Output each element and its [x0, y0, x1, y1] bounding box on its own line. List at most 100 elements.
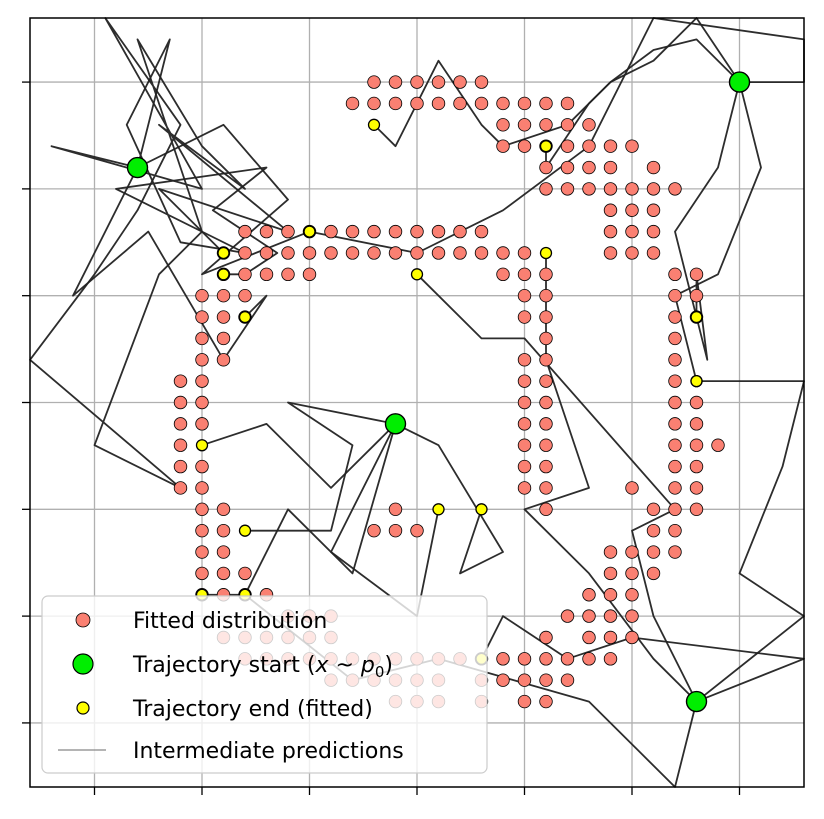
fitted-point [302, 246, 317, 260]
legend-box [41, 595, 488, 774]
fitted-point [517, 246, 532, 260]
trajectory-path [330, 423, 440, 617]
fitted-point [517, 374, 532, 388]
fitted-point [496, 139, 510, 153]
fitted-point [603, 566, 618, 581]
fitted-point [646, 203, 661, 217]
fitted-point [582, 588, 596, 602]
fitted-point [689, 438, 704, 452]
trajectory-end-point [690, 374, 703, 388]
trajectory-end-point [539, 246, 553, 260]
fitted-point [539, 652, 553, 666]
fitted-point [560, 609, 575, 623]
fitted-point [582, 609, 596, 623]
fitted-point [453, 246, 467, 260]
fitted-point [582, 139, 596, 153]
fitted-point [625, 246, 639, 260]
fitted-point [539, 374, 553, 388]
trajectory-path [480, 615, 805, 703]
fitted-point [195, 288, 209, 303]
fitted-point [195, 566, 209, 581]
fitted-point [582, 182, 596, 196]
fitted-point [668, 459, 682, 474]
fitted-point [668, 310, 682, 324]
fitted-point [517, 310, 532, 324]
fitted-point [367, 96, 381, 111]
legend-fitted-marker [75, 612, 91, 628]
fitted-point [625, 139, 639, 153]
fitted-point [517, 438, 532, 452]
fitted-point [367, 246, 381, 260]
fitted-point [195, 353, 209, 367]
fitted-point [603, 224, 618, 239]
fitted-point [560, 652, 575, 666]
legend: Fitted distribution Trajectory start (x … [41, 595, 488, 774]
fitted-point [388, 96, 403, 111]
fitted-point [388, 75, 403, 89]
fitted-point [173, 481, 188, 495]
fitted-point [474, 224, 489, 239]
fitted-point [582, 118, 596, 132]
fitted-point [517, 96, 532, 111]
fitted-point [259, 267, 274, 282]
fitted-point [560, 118, 575, 132]
fitted-point [646, 160, 661, 175]
fitted-point [517, 353, 532, 367]
fitted-point [539, 459, 553, 474]
legend-end-label: Trajectory end (fitted) [132, 697, 373, 722]
fitted-point [281, 224, 295, 239]
fitted-point [238, 267, 252, 282]
fitted-point [646, 502, 661, 517]
fitted-point [453, 75, 467, 89]
trajectory-starts [126, 71, 751, 713]
fitted-point [517, 139, 532, 153]
fitted-point [410, 75, 424, 89]
fitted-point [517, 267, 532, 282]
fitted-point [603, 630, 618, 645]
fitted-point [238, 246, 252, 260]
fitted-point [173, 374, 188, 388]
fitted-point [517, 288, 532, 303]
fitted-point [603, 139, 618, 153]
fitted-point [173, 417, 188, 431]
fitted-point [646, 246, 661, 260]
fitted-point [410, 246, 424, 260]
fitted-point [302, 267, 317, 282]
fitted-point [195, 417, 209, 431]
trajectory-end-point [410, 268, 424, 281]
fitted-point [410, 96, 424, 111]
fitted-point [560, 96, 575, 111]
fitted-point [388, 523, 403, 538]
fitted-point [625, 224, 639, 239]
fitted-point [689, 395, 704, 410]
fitted-point [646, 523, 661, 538]
fitted-point [668, 395, 682, 410]
fitted-point [496, 267, 510, 282]
fitted-point [625, 481, 639, 495]
fitted-point [216, 502, 231, 517]
fitted-point [668, 438, 682, 452]
fitted-point [668, 267, 682, 282]
fitted-point [195, 523, 209, 538]
fitted-point [539, 353, 553, 367]
fitted-point [517, 694, 532, 709]
trajectory-start-point [728, 71, 751, 93]
fitted-point [668, 374, 682, 388]
trajectory-path [72, 167, 268, 361]
fitted-point [195, 331, 209, 346]
fitted-point [216, 288, 231, 303]
fitted-point [474, 96, 489, 111]
trajectory-end-point [432, 503, 445, 516]
fitted-point [324, 224, 338, 239]
fitted-point [539, 310, 553, 324]
fitted-point [582, 630, 596, 645]
fitted-point [646, 224, 661, 239]
fitted-point [367, 75, 381, 89]
fitted-point [496, 118, 510, 132]
trajectory-end-point [217, 268, 230, 281]
fitted-point [603, 652, 618, 666]
fitted-point [539, 160, 553, 175]
fitted-point [345, 96, 360, 111]
legend-intermediate-label: Intermediate predictions [133, 739, 404, 764]
